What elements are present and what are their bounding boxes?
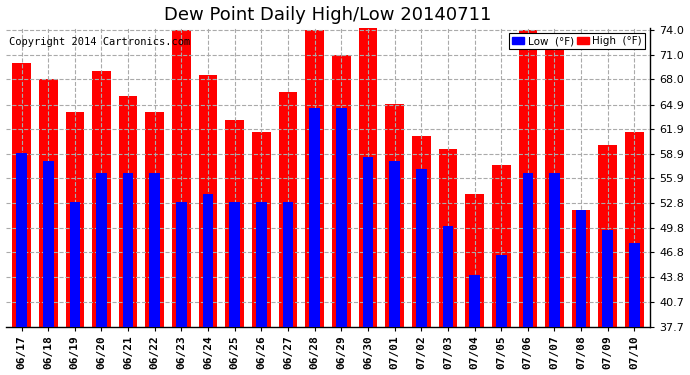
Bar bbox=[629, 243, 640, 327]
Bar bbox=[309, 108, 320, 327]
Bar bbox=[226, 120, 244, 327]
Bar bbox=[549, 173, 560, 327]
Bar bbox=[92, 71, 111, 327]
Bar bbox=[229, 202, 240, 327]
Bar bbox=[150, 173, 160, 327]
Bar bbox=[575, 210, 586, 327]
Bar bbox=[572, 210, 591, 327]
Bar bbox=[256, 202, 267, 327]
Bar bbox=[43, 161, 54, 327]
Bar bbox=[522, 173, 533, 327]
Bar bbox=[363, 157, 373, 327]
Bar bbox=[16, 153, 27, 327]
Title: Dew Point Daily High/Low 20140711: Dew Point Daily High/Low 20140711 bbox=[164, 6, 492, 24]
Bar bbox=[199, 75, 217, 327]
Bar bbox=[123, 173, 133, 327]
Bar bbox=[359, 22, 377, 327]
Bar bbox=[602, 230, 613, 327]
Bar bbox=[518, 30, 538, 327]
Bar bbox=[12, 63, 31, 327]
Bar bbox=[469, 275, 480, 327]
Text: Copyright 2014 Cartronics.com: Copyright 2014 Cartronics.com bbox=[9, 37, 190, 47]
Bar bbox=[146, 112, 164, 327]
Bar bbox=[252, 132, 270, 327]
Bar bbox=[442, 226, 453, 327]
Bar bbox=[279, 92, 297, 327]
Bar bbox=[66, 112, 84, 327]
Bar bbox=[332, 55, 351, 327]
Bar bbox=[545, 46, 564, 327]
Bar bbox=[336, 108, 346, 327]
Bar bbox=[176, 202, 187, 327]
Bar bbox=[306, 30, 324, 327]
Bar bbox=[203, 194, 213, 327]
Bar bbox=[465, 194, 484, 327]
Bar bbox=[416, 169, 426, 327]
Bar bbox=[172, 30, 190, 327]
Bar bbox=[119, 96, 137, 327]
Bar bbox=[625, 132, 644, 327]
Bar bbox=[492, 165, 511, 327]
Legend: Low  (°F), High  (°F): Low (°F), High (°F) bbox=[509, 33, 645, 50]
Bar bbox=[385, 104, 404, 327]
Bar bbox=[598, 145, 617, 327]
Bar bbox=[412, 136, 431, 327]
Bar bbox=[96, 173, 107, 327]
Bar bbox=[70, 202, 80, 327]
Bar bbox=[39, 80, 57, 327]
Bar bbox=[283, 202, 293, 327]
Bar bbox=[496, 255, 506, 327]
Bar bbox=[439, 149, 457, 327]
Bar bbox=[389, 161, 400, 327]
